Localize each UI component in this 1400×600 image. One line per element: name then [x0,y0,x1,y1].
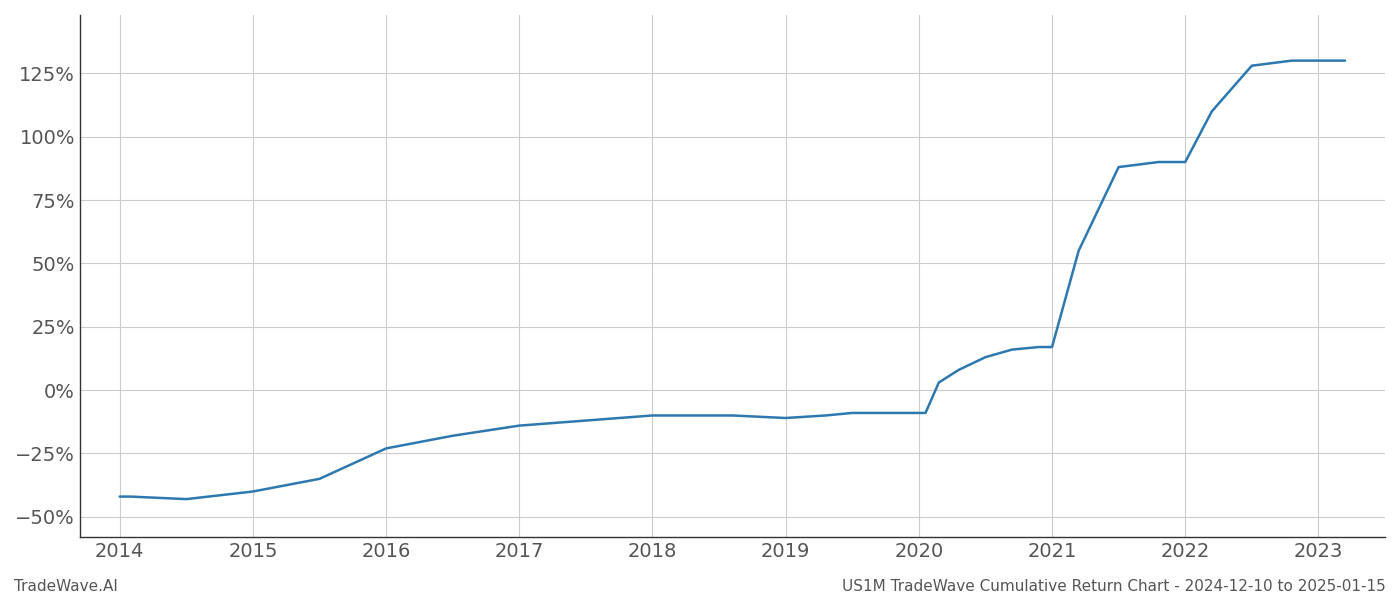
Text: TradeWave.AI: TradeWave.AI [14,579,118,594]
Text: US1M TradeWave Cumulative Return Chart - 2024-12-10 to 2025-01-15: US1M TradeWave Cumulative Return Chart -… [843,579,1386,594]
